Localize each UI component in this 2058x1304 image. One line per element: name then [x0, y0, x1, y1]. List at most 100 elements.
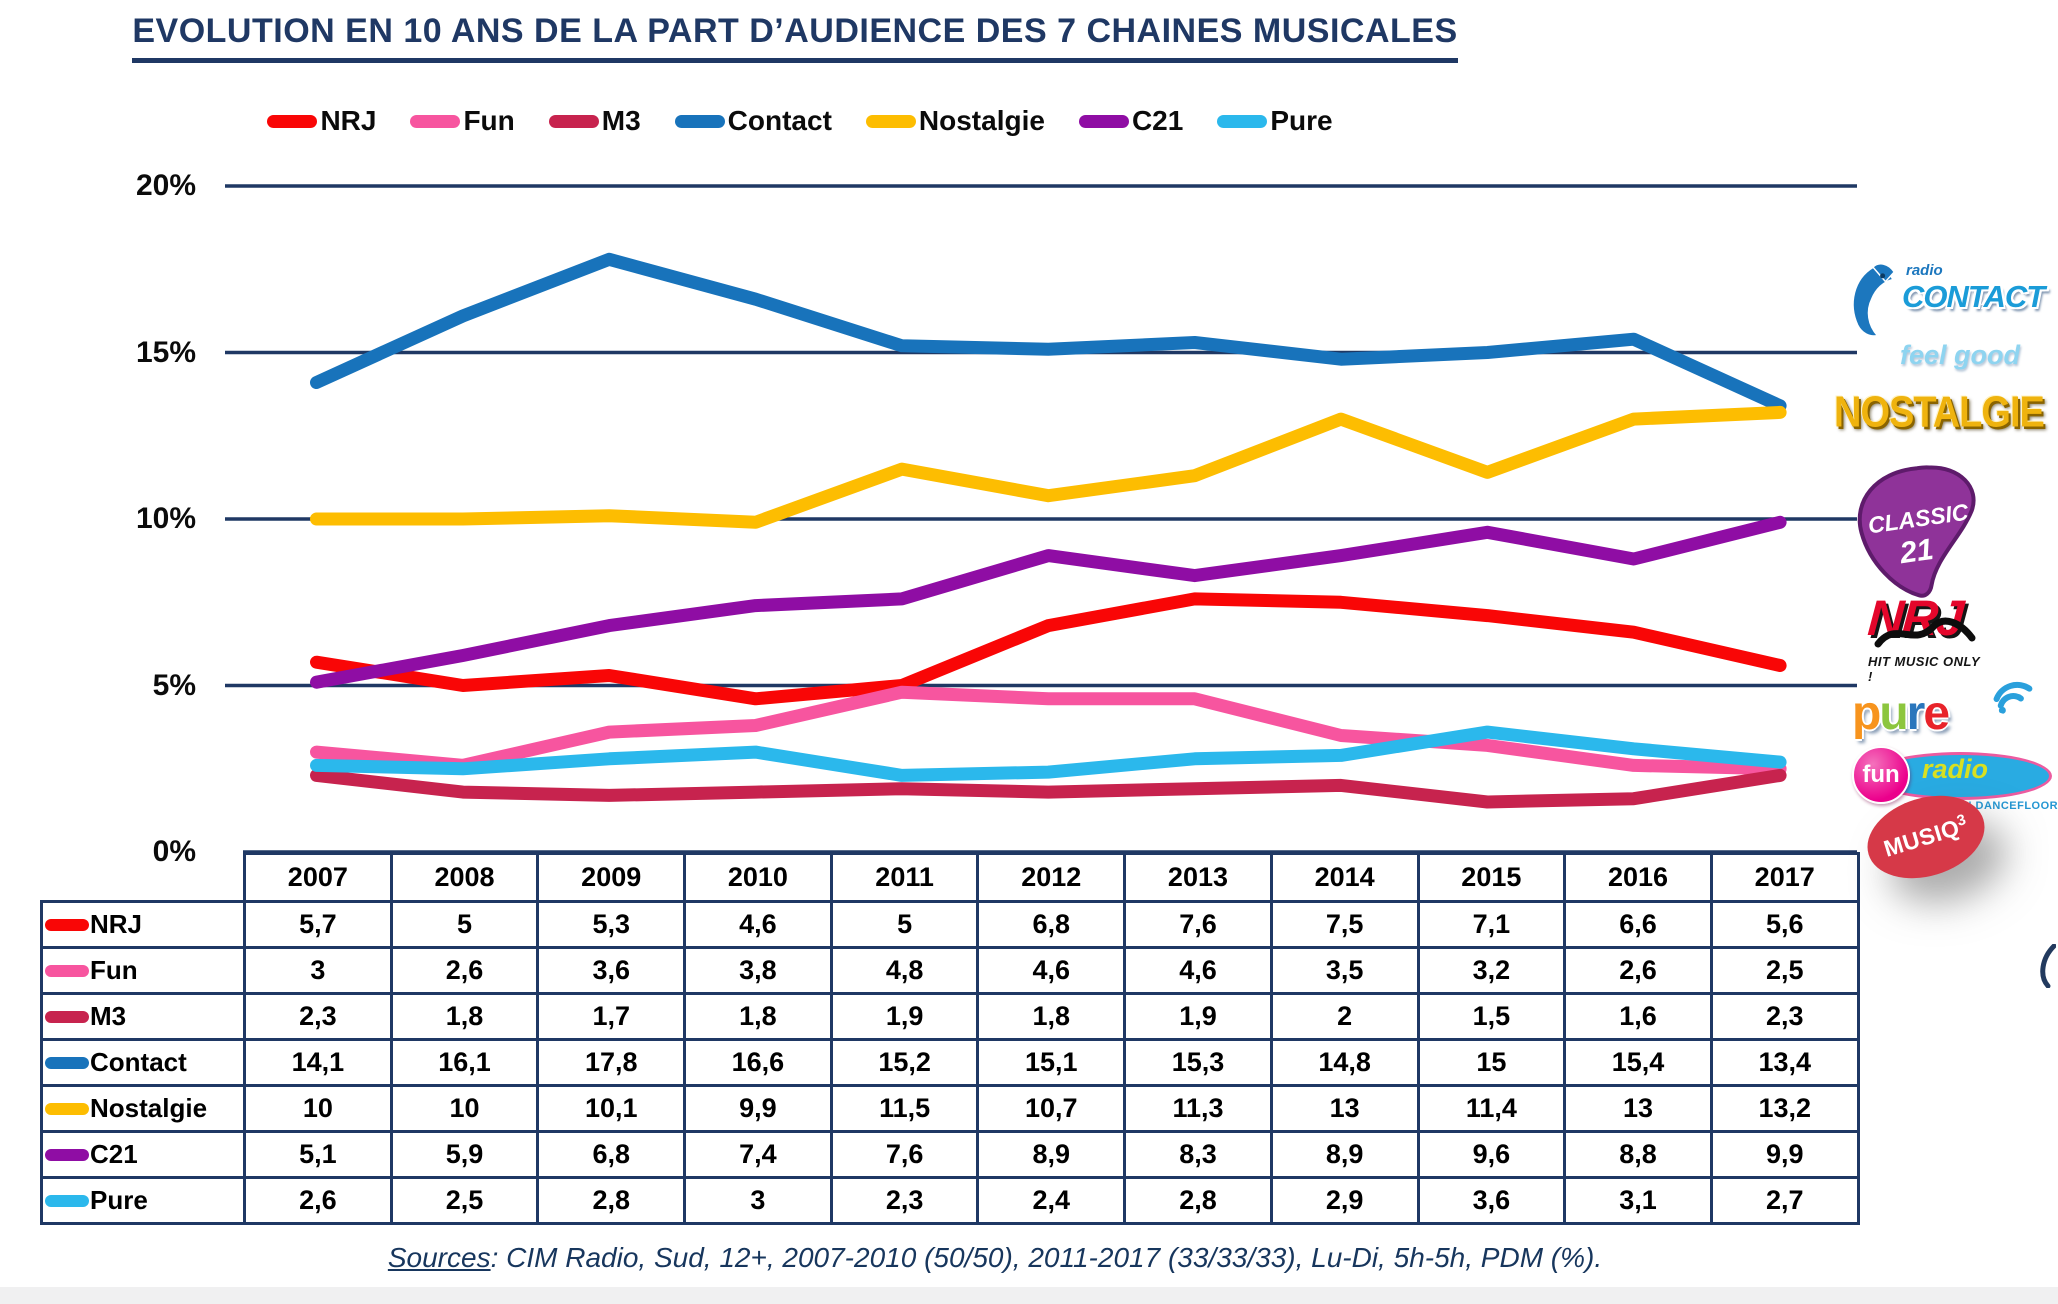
value-cell: 3,1: [1563, 1176, 1713, 1225]
table-row-nostalgie: Nostalgie 10 10 10,1 9,9 11,5 10,7 11,3 13 11,4 13…: [40, 1084, 1860, 1133]
series-swatch: [45, 1102, 89, 1115]
value-cell: 2,6: [243, 1176, 393, 1225]
value-cell: 4,6: [976, 946, 1127, 995]
table-row-nrj: NRJ 5,7 5 5,3 4,6 5 6,8 7,6 7,5 7,1 6,6 5,6: [40, 900, 1860, 949]
radio-contact-logo: radio CONTACT feel good: [1842, 252, 2056, 390]
value-cell: 10: [243, 1084, 393, 1133]
legend-label: Contact: [727, 105, 832, 136]
series-swatch: [45, 1056, 89, 1069]
value-cell: 13: [1563, 1084, 1713, 1133]
value-cell: 4,6: [683, 900, 833, 949]
value-cell: 2,5: [389, 1176, 540, 1225]
value-cell: 2,7: [1709, 1176, 1860, 1225]
y-tick-label: 20%: [135, 169, 196, 202]
series-line-contact: [310, 252, 1787, 413]
legend-item-m3: M3: [548, 105, 641, 137]
data-table: 2007 2008 2009 2010 2011 2012 2013 2014 2015 2016…: [40, 852, 1860, 1225]
y-tick-label: 10%: [135, 502, 196, 535]
legend-item-c21: C21: [1078, 105, 1183, 137]
value-cell: 3: [243, 946, 393, 995]
series-label-cell: Contact: [40, 1038, 246, 1087]
value-cell: 4,6: [1123, 946, 1273, 995]
value-cell: 10,7: [976, 1084, 1127, 1133]
series-swatch: [45, 1148, 89, 1161]
guitar-pick-icon: CLASSIC 21: [1857, 465, 1976, 598]
value-cell: 6,8: [536, 1130, 687, 1179]
value-cell: 11,3: [1123, 1084, 1273, 1133]
value-cell: 6,6: [1563, 900, 1713, 949]
value-cell: 8,9: [976, 1130, 1127, 1179]
value-cell: 1,9: [829, 992, 980, 1041]
value-cell: 1,7: [536, 992, 687, 1041]
value-cell: 2,9: [1269, 1176, 1420, 1225]
value-cell: 8,9: [1269, 1130, 1420, 1179]
chart-legend: NRJ Fun M3 Contact Nostalgie C21 Pure: [150, 98, 1450, 144]
contact-radio-word: radio: [1906, 262, 1943, 279]
series-line-m3: [310, 768, 1787, 809]
source-note: Sources: CIM Radio, Sud, 12+, 2007-2010 …: [0, 1242, 1990, 1274]
legend-item-fun: Fun: [410, 105, 515, 137]
value-cell: 5: [389, 900, 540, 949]
legend-swatch: [548, 114, 599, 128]
value-cell: 9,6: [1416, 1130, 1567, 1179]
bottom-strip: [0, 1287, 2058, 1304]
value-cell: 2,8: [536, 1176, 687, 1225]
pure-name: pure: [1852, 687, 1950, 740]
value-cell: 14,8: [1269, 1038, 1420, 1087]
value-cell: 5,1: [243, 1130, 393, 1179]
title-wrap: EVOLUTION EN 10 ANS DE LA PART D’AUDIENC…: [0, 12, 1590, 63]
value-cell: 2,6: [1563, 946, 1713, 995]
series-swatch: [45, 1194, 89, 1207]
year-header-cell: 2012: [976, 852, 1127, 903]
value-cell: 2,3: [1709, 992, 1860, 1041]
legend-swatch: [1078, 114, 1129, 128]
year-header-cell: 2014: [1269, 852, 1420, 903]
year-header-cell: 2009: [536, 852, 687, 903]
year-header-cell: 2015: [1416, 852, 1567, 903]
table-header-row: 2007 2008 2009 2010 2011 2012 2013 2014 2015 2016…: [42, 852, 1860, 903]
nrj-tagline: HIT MUSIC ONLY !: [1868, 654, 1980, 684]
y-tick-label: 15%: [135, 335, 196, 369]
y-tick-label: 5%: [152, 668, 196, 702]
value-cell: 2,3: [243, 992, 393, 1041]
series-swatch: [45, 1010, 89, 1023]
series-line-nostalgie: [310, 405, 1787, 529]
year-header-cell: 2013: [1123, 852, 1273, 903]
value-cell: 7,6: [829, 1130, 980, 1179]
value-cell: 1,8: [976, 992, 1127, 1041]
value-cell: 3,6: [536, 946, 687, 995]
legend-label: M3: [601, 105, 641, 136]
pure-logo: pure: [1852, 681, 2052, 752]
legend-swatch: [1217, 114, 1268, 128]
value-cell: 2,8: [1123, 1176, 1273, 1225]
value-cell: 5,7: [243, 900, 393, 949]
value-cell: 6,8: [976, 900, 1127, 949]
contact-name: CONTACT: [1902, 279, 2045, 314]
value-cell: 3,6: [1416, 1176, 1567, 1225]
series-line-nrj: [310, 592, 1787, 706]
series-label-cell: Fun: [40, 946, 246, 995]
value-cell: 5,9: [389, 1130, 540, 1179]
series-label-cell: C21: [40, 1130, 246, 1179]
value-cell: 17,8: [536, 1038, 687, 1087]
table-row-pure: Pure 2,6 2,5 2,8 3 2,3 2,4 2,8 2,9 3,6 3,1 2,7: [40, 1176, 1860, 1225]
table-row-fun: Fun 3 2,6 3,6 3,8 4,8 4,6 4,6 3,5 3,2 2,6 2,5: [40, 946, 1860, 995]
value-cell: 8,3: [1123, 1130, 1273, 1179]
dolphin-icon: [1851, 263, 1896, 338]
value-cell: 2,3: [829, 1176, 980, 1225]
value-cell: 16,6: [683, 1038, 833, 1087]
table-corner-cell: [42, 854, 245, 902]
pure-letter: u: [1879, 687, 1908, 740]
fun-word: fun: [1862, 761, 1900, 788]
value-cell: 3,5: [1269, 946, 1420, 995]
nostalgie-logo: NOSTALGIE: [1834, 389, 2058, 437]
value-cell: 13,2: [1709, 1084, 1860, 1133]
legend-label: Fun: [463, 105, 515, 136]
legend-item-pure: Pure: [1217, 105, 1333, 137]
series-line-fun: [310, 685, 1787, 776]
legend-label: Pure: [1270, 105, 1333, 136]
series-label-cell: M3: [40, 992, 246, 1041]
year-header-cell: 2011: [829, 852, 980, 903]
fun-circle: fun: [1852, 746, 1910, 804]
